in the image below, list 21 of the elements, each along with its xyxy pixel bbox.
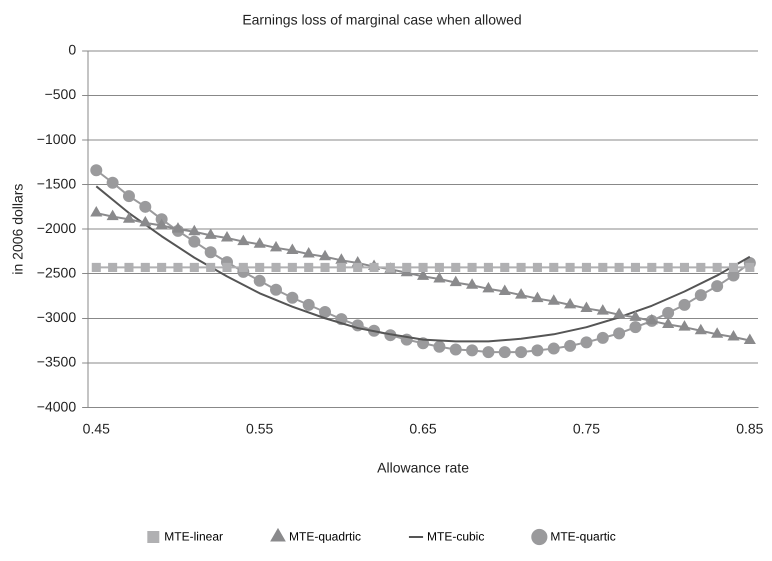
x-tick-label: 0.65 <box>409 420 437 437</box>
legend-label: MTE-linear <box>164 529 223 544</box>
y-tick-label: −1500 <box>36 175 76 192</box>
y-tick-label: −4000 <box>36 398 76 414</box>
y-tick-label: −500 <box>44 86 76 102</box>
y-tick-label: 0 <box>68 42 76 58</box>
y-tick-label: −1000 <box>36 130 76 147</box>
x-tick-label: 0.45 <box>82 420 110 437</box>
y-tick-label: −3000 <box>36 309 76 326</box>
chart-title: Earnings loss of marginal case when allowed <box>242 11 522 28</box>
x-axis-title: Allowance rate <box>377 459 470 476</box>
legend-label: MTE-cubic <box>427 529 484 544</box>
x-tick-label: 0.55 <box>246 420 274 437</box>
y-tick-label: −2000 <box>36 220 76 236</box>
legend-label: MTE-quartic <box>550 529 616 544</box>
legend-label: MTE-quadrtic <box>288 529 362 544</box>
x-tick-label: 0.75 <box>572 420 600 437</box>
y-tick-label: −3500 <box>36 354 76 370</box>
y-tick-label: −2500 <box>36 264 76 281</box>
x-tick-label: 0.85 <box>736 420 764 437</box>
y-axis-title: in 2006 dollars <box>9 184 26 275</box>
